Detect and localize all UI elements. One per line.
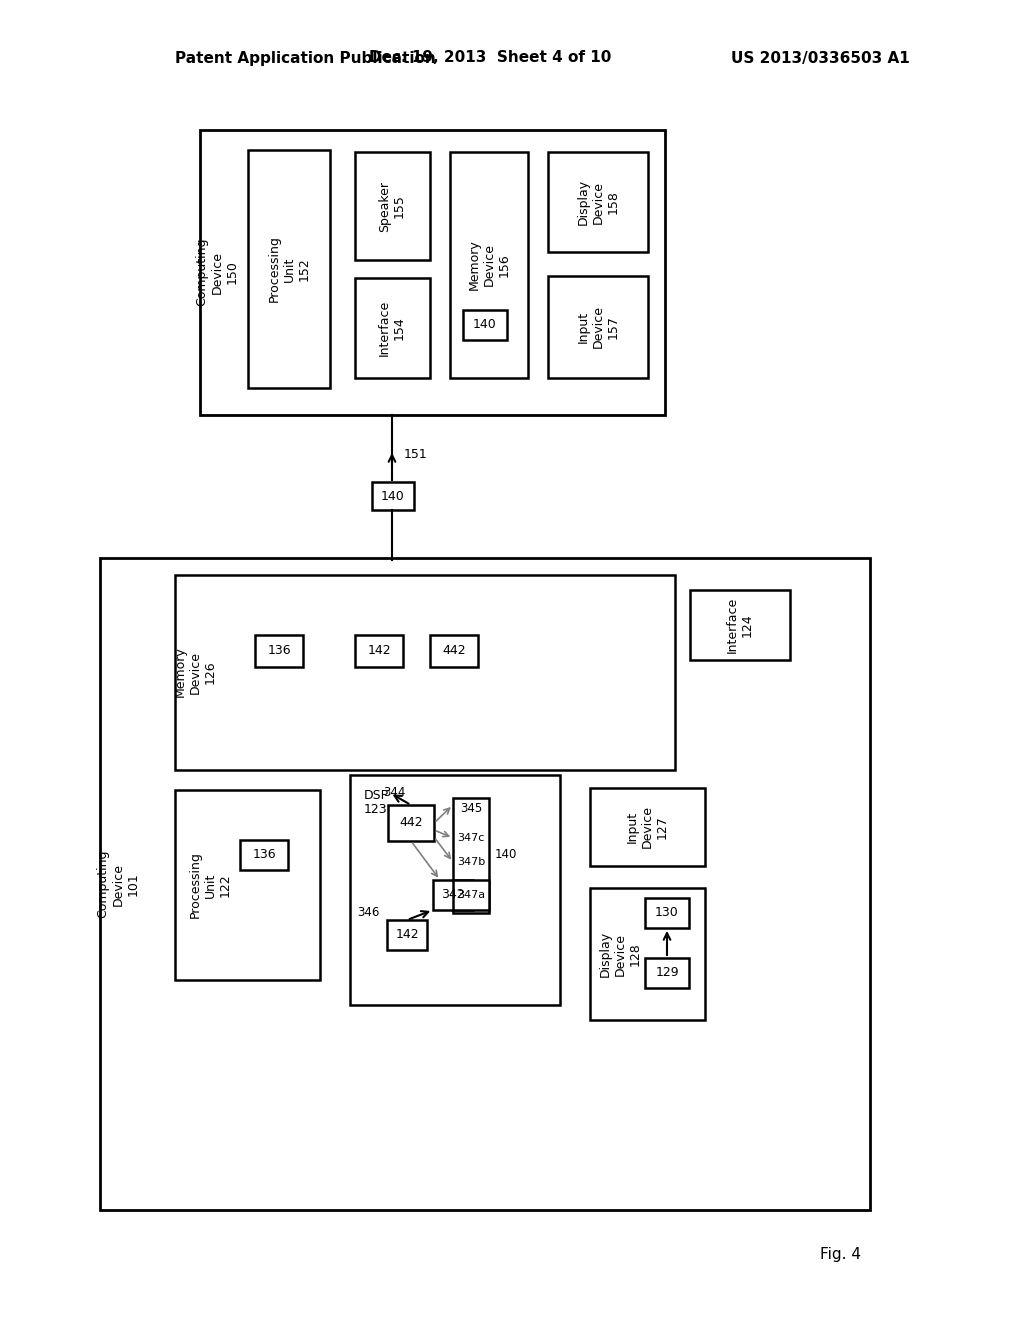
- Text: Speaker
155: Speaker 155: [378, 181, 406, 231]
- Text: Input
Device
127: Input Device 127: [626, 805, 669, 849]
- Bar: [450, 152, 528, 378]
- Text: Patent Application Publication: Patent Application Publication: [175, 50, 436, 66]
- Text: 345: 345: [460, 803, 482, 816]
- Bar: [548, 276, 648, 378]
- Bar: [463, 310, 507, 341]
- Bar: [645, 958, 689, 987]
- Bar: [350, 775, 560, 1005]
- Text: Memory
Device
126: Memory Device 126: [173, 647, 216, 697]
- Text: 140: 140: [473, 318, 497, 331]
- Text: 136: 136: [252, 849, 275, 862]
- Bar: [240, 840, 288, 870]
- Text: 344: 344: [383, 787, 406, 800]
- Bar: [248, 150, 330, 388]
- Bar: [175, 576, 675, 770]
- Text: Fig. 4: Fig. 4: [819, 1247, 860, 1262]
- Text: DSP: DSP: [364, 789, 389, 803]
- Text: 123: 123: [364, 803, 388, 816]
- Bar: [175, 789, 319, 979]
- Text: Interface
154: Interface 154: [378, 300, 406, 356]
- Text: 142: 142: [368, 644, 391, 657]
- Text: 346: 346: [356, 906, 379, 919]
- Text: US 2013/0336503 A1: US 2013/0336503 A1: [731, 50, 909, 66]
- Text: 442: 442: [442, 644, 466, 657]
- Bar: [355, 279, 430, 378]
- Text: 442: 442: [399, 817, 423, 829]
- Text: Interface
124: Interface 124: [726, 597, 754, 653]
- Text: 129: 129: [655, 966, 679, 979]
- Bar: [590, 788, 705, 866]
- Bar: [430, 635, 478, 667]
- Bar: [100, 558, 870, 1210]
- Bar: [372, 482, 414, 510]
- Text: Memory
Device
156: Memory Device 156: [468, 240, 511, 290]
- Text: 151: 151: [404, 449, 428, 462]
- Text: 136: 136: [267, 644, 291, 657]
- Bar: [388, 805, 434, 841]
- Bar: [355, 635, 403, 667]
- Text: Display
Device
128: Display Device 128: [598, 931, 641, 977]
- Bar: [200, 129, 665, 414]
- Text: Input
Device
157: Input Device 157: [577, 305, 620, 348]
- Bar: [590, 888, 705, 1020]
- Text: Processing
Unit
122: Processing Unit 122: [188, 851, 231, 919]
- Text: 140: 140: [381, 490, 404, 503]
- Text: Computing
Device
101: Computing Device 101: [96, 850, 139, 919]
- Text: 347a: 347a: [457, 890, 485, 900]
- Bar: [645, 898, 689, 928]
- Bar: [433, 880, 473, 909]
- Text: 140: 140: [495, 849, 517, 862]
- Text: 347b: 347b: [457, 857, 485, 867]
- Bar: [355, 152, 430, 260]
- Text: Processing
Unit
152: Processing Unit 152: [267, 235, 310, 302]
- Bar: [255, 635, 303, 667]
- Bar: [453, 880, 489, 909]
- Text: Computing
Device
150: Computing Device 150: [196, 238, 239, 306]
- Bar: [453, 799, 489, 913]
- Text: 342: 342: [441, 888, 465, 902]
- Text: Display
Device
158: Display Device 158: [577, 180, 620, 226]
- Text: 130: 130: [655, 907, 679, 920]
- Bar: [690, 590, 790, 660]
- Text: 347c: 347c: [458, 833, 484, 843]
- Bar: [548, 152, 648, 252]
- Text: 142: 142: [395, 928, 419, 941]
- Text: Dec. 19, 2013  Sheet 4 of 10: Dec. 19, 2013 Sheet 4 of 10: [369, 50, 611, 66]
- Bar: [387, 920, 427, 950]
